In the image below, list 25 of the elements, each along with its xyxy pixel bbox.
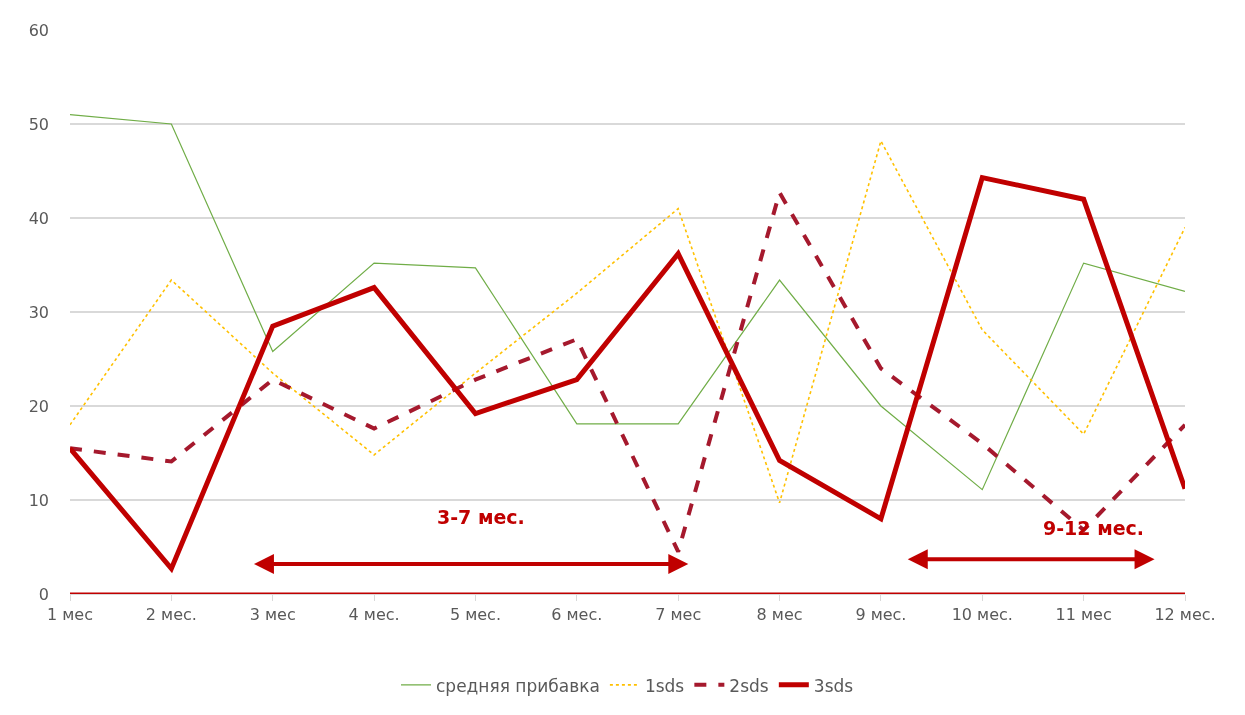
x-tick-label: 1 мес	[47, 605, 93, 625]
annotation: 3-7 мес.	[437, 506, 525, 528]
x-tick-label: 9 мес.	[855, 605, 907, 625]
legend-label: 1sds	[644, 675, 685, 696]
x-tick-label: 7 мес	[655, 605, 702, 625]
x-tick-label: 11 мес	[1055, 605, 1112, 625]
x-tick-label: 6 мес.	[551, 605, 603, 625]
x-tick-label: 4 мес.	[348, 605, 400, 625]
legend-label: 2sds	[729, 675, 769, 696]
y-tick-label: 0	[38, 584, 49, 604]
y-tick-label: 50	[28, 114, 49, 134]
legend-label: средняя прибавка	[436, 675, 600, 696]
x-tick-label: 5 мес.	[449, 605, 501, 625]
annotation: 9-12 мес.	[1043, 517, 1145, 539]
x-tick-label: 2 мес.	[145, 605, 197, 625]
y-tick-label: 10	[28, 490, 49, 510]
y-tick-label: 40	[28, 208, 49, 228]
x-tick-label: 12 мес.	[1154, 605, 1216, 625]
y-tick-label: 30	[28, 302, 49, 322]
legend-label: 3sds	[813, 675, 854, 696]
y-tick-label: 20	[28, 396, 49, 416]
y-tick-label: 60	[28, 20, 49, 40]
x-tick-label: 8 мес	[756, 605, 803, 625]
x-tick-label: 3 мес	[249, 605, 296, 625]
x-tick-label: 10 мес.	[951, 605, 1013, 625]
